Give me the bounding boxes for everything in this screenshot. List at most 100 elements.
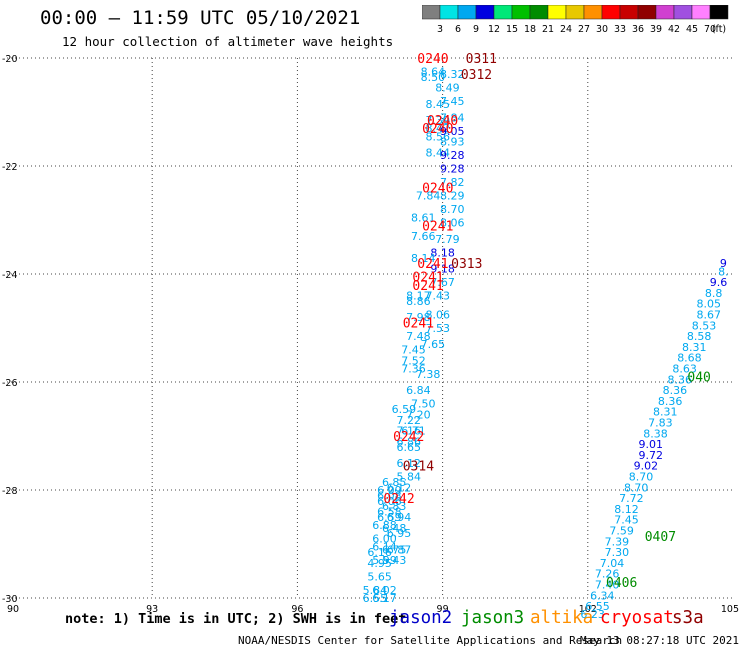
wave-height-label: 6.12 <box>396 457 421 470</box>
wave-height-label: 8.12 <box>614 503 639 516</box>
wave-height-label: 6.65 <box>396 441 421 454</box>
wave-height-label: 9.05 <box>440 125 465 138</box>
wave-height-label: 8.61 <box>411 211 436 224</box>
wave-height-label: 7.22 <box>396 414 421 427</box>
legend-cryosat: cryosat <box>600 608 674 628</box>
wave-height-label: 8.31 <box>653 406 678 419</box>
wave-height-label: 7.98 <box>406 311 431 324</box>
wave-height-label: 5.65 <box>367 570 392 583</box>
wave-height-label: 8.18 <box>430 246 455 259</box>
wave-height-label: 8.64 <box>421 66 446 79</box>
legend-jason3: jason3 <box>461 608 525 628</box>
wave-height-label: 7.48 <box>406 330 431 343</box>
colorbar-label: 3 <box>437 24 443 35</box>
wave-height-label: 8.36 <box>658 395 683 408</box>
wave-height-label: 8.45 <box>426 98 451 111</box>
wave-height-label: 7.16 <box>396 425 421 438</box>
wave-height-label: 7.66 <box>411 230 436 243</box>
wave-height-label: 8.05 <box>697 298 722 311</box>
generated-timestamp: May 13 08:27:18 UTC 2021 <box>580 634 739 647</box>
wave-height-label: 7.79 <box>435 233 460 246</box>
wave-height-label: 8.50 <box>421 71 446 84</box>
wave-height-label: 6.55 <box>363 592 388 605</box>
wave-height-label: 8.70 <box>624 481 649 494</box>
y-tick-label: -28 <box>2 486 18 497</box>
wave-height-label: 8.63 <box>672 363 697 376</box>
colorbar-label: 18 <box>524 24 536 35</box>
wave-height-label: 6.55 <box>585 600 610 613</box>
credit-line: NOAA/NESDIS Center for Satellite Applica… <box>238 634 623 647</box>
y-tick-label: -26 <box>2 378 18 389</box>
colorbar-label: 33 <box>614 24 626 35</box>
wave-height-label: 8.49 <box>435 82 460 95</box>
wave-height-label: 7.65 <box>421 338 446 351</box>
colorbar-label: 70 <box>704 24 716 35</box>
chart-title: 00:00 – 11:59 UTC 05/10/2021 <box>40 7 361 29</box>
x-tick-label: 105 <box>721 604 739 615</box>
pass-time-label: 0311 <box>466 52 497 67</box>
wave-height-label: 7.45 <box>614 514 639 527</box>
colorbar-label: 36 <box>632 24 644 35</box>
wave-height-label: 8.29 <box>440 190 465 203</box>
pass-time-label: 0241 <box>412 271 443 286</box>
wave-height-label: 6.14 <box>372 541 397 554</box>
wave-height-label: 5.43 <box>382 554 407 567</box>
wave-height-label: 6.00 <box>372 533 397 546</box>
x-tick-label: 90 <box>7 604 19 615</box>
pass-time-label: 0241 <box>417 257 448 272</box>
pass-time-label: 0241 <box>403 317 434 332</box>
wave-height-label: 8.31 <box>682 341 707 354</box>
pass-time-label: 0240 <box>422 182 453 197</box>
wave-height-label: 7.50 <box>411 398 436 411</box>
wave-height-label: 8.32 <box>440 68 465 81</box>
colorbar-label: 15 <box>506 24 518 35</box>
pass-time-label: 0241 <box>412 279 443 294</box>
wave-height-label: 6.06 <box>377 495 402 508</box>
colorbar-label: 9 <box>473 24 479 35</box>
colorbar-label: 12 <box>488 24 500 35</box>
wave-height-label: 6.83 <box>382 500 407 513</box>
pass-time-label: 0242 <box>383 492 414 507</box>
wave-height-label: 7.30 <box>605 546 630 559</box>
wave-height-label: 5.99 <box>372 554 397 567</box>
wave-height-label: 6.02 <box>372 584 397 597</box>
wave-height-label: 8.42 <box>426 122 451 135</box>
wave-height-label: 7.59 <box>609 525 634 538</box>
wave-height-label: 6.17 <box>372 592 397 605</box>
wave-height-label: 7.04 <box>600 557 625 570</box>
wave-height-label: 7.36 <box>401 363 426 376</box>
wave-height-label: 6.59 <box>377 511 402 524</box>
wave-height-label: 7.43 <box>426 290 451 303</box>
x-tick-label: 93 <box>146 604 158 615</box>
wave-height-label: 6.09 <box>377 484 402 497</box>
legend-altika: altika <box>530 608 594 628</box>
wave-height-label: 8.36 <box>668 373 693 386</box>
wave-height-label: 8.8 <box>705 287 723 300</box>
wave-height-label: 6.94 <box>387 511 412 524</box>
wave-height-label: 8.14 <box>411 252 436 265</box>
colorbar-label: 45 <box>686 24 698 35</box>
wave-height-label: 7.52 <box>401 354 426 367</box>
wave-height-label: 8.70 <box>440 203 465 216</box>
pass-time-label: 0240 <box>422 122 453 137</box>
wave-height-label: 8.06 <box>440 217 465 230</box>
pass-time-label: 0240 <box>417 52 448 67</box>
colorbar-label: 39 <box>650 24 662 35</box>
wave-height-label: 6.16 <box>367 546 392 559</box>
pass-time-label: 0313 <box>451 257 482 272</box>
pass-time-label: 0406 <box>606 576 637 591</box>
wave-height-label: 6.75 <box>382 543 407 556</box>
colorbar-label: 42 <box>668 24 680 35</box>
colorbar-label: 27 <box>578 24 590 35</box>
wave-height-label: 9.6 <box>710 276 728 289</box>
wave-height-label: 6.87 <box>387 543 412 556</box>
wave-height-label: 9.72 <box>638 449 663 462</box>
wave-height-label: 6.48 <box>382 522 407 535</box>
colorbar-label: 24 <box>560 24 572 35</box>
color-scale-legend: 3 6 9 12 15 18 21 24 27 30 33 36 39 42 45 70(ft) <box>422 5 729 35</box>
colorbar-label: 21 <box>542 24 554 35</box>
x-tick-label: 99 <box>437 604 449 615</box>
wave-height-label: 6.88 <box>372 519 397 532</box>
wave-height-label: 7.67 <box>430 276 455 289</box>
